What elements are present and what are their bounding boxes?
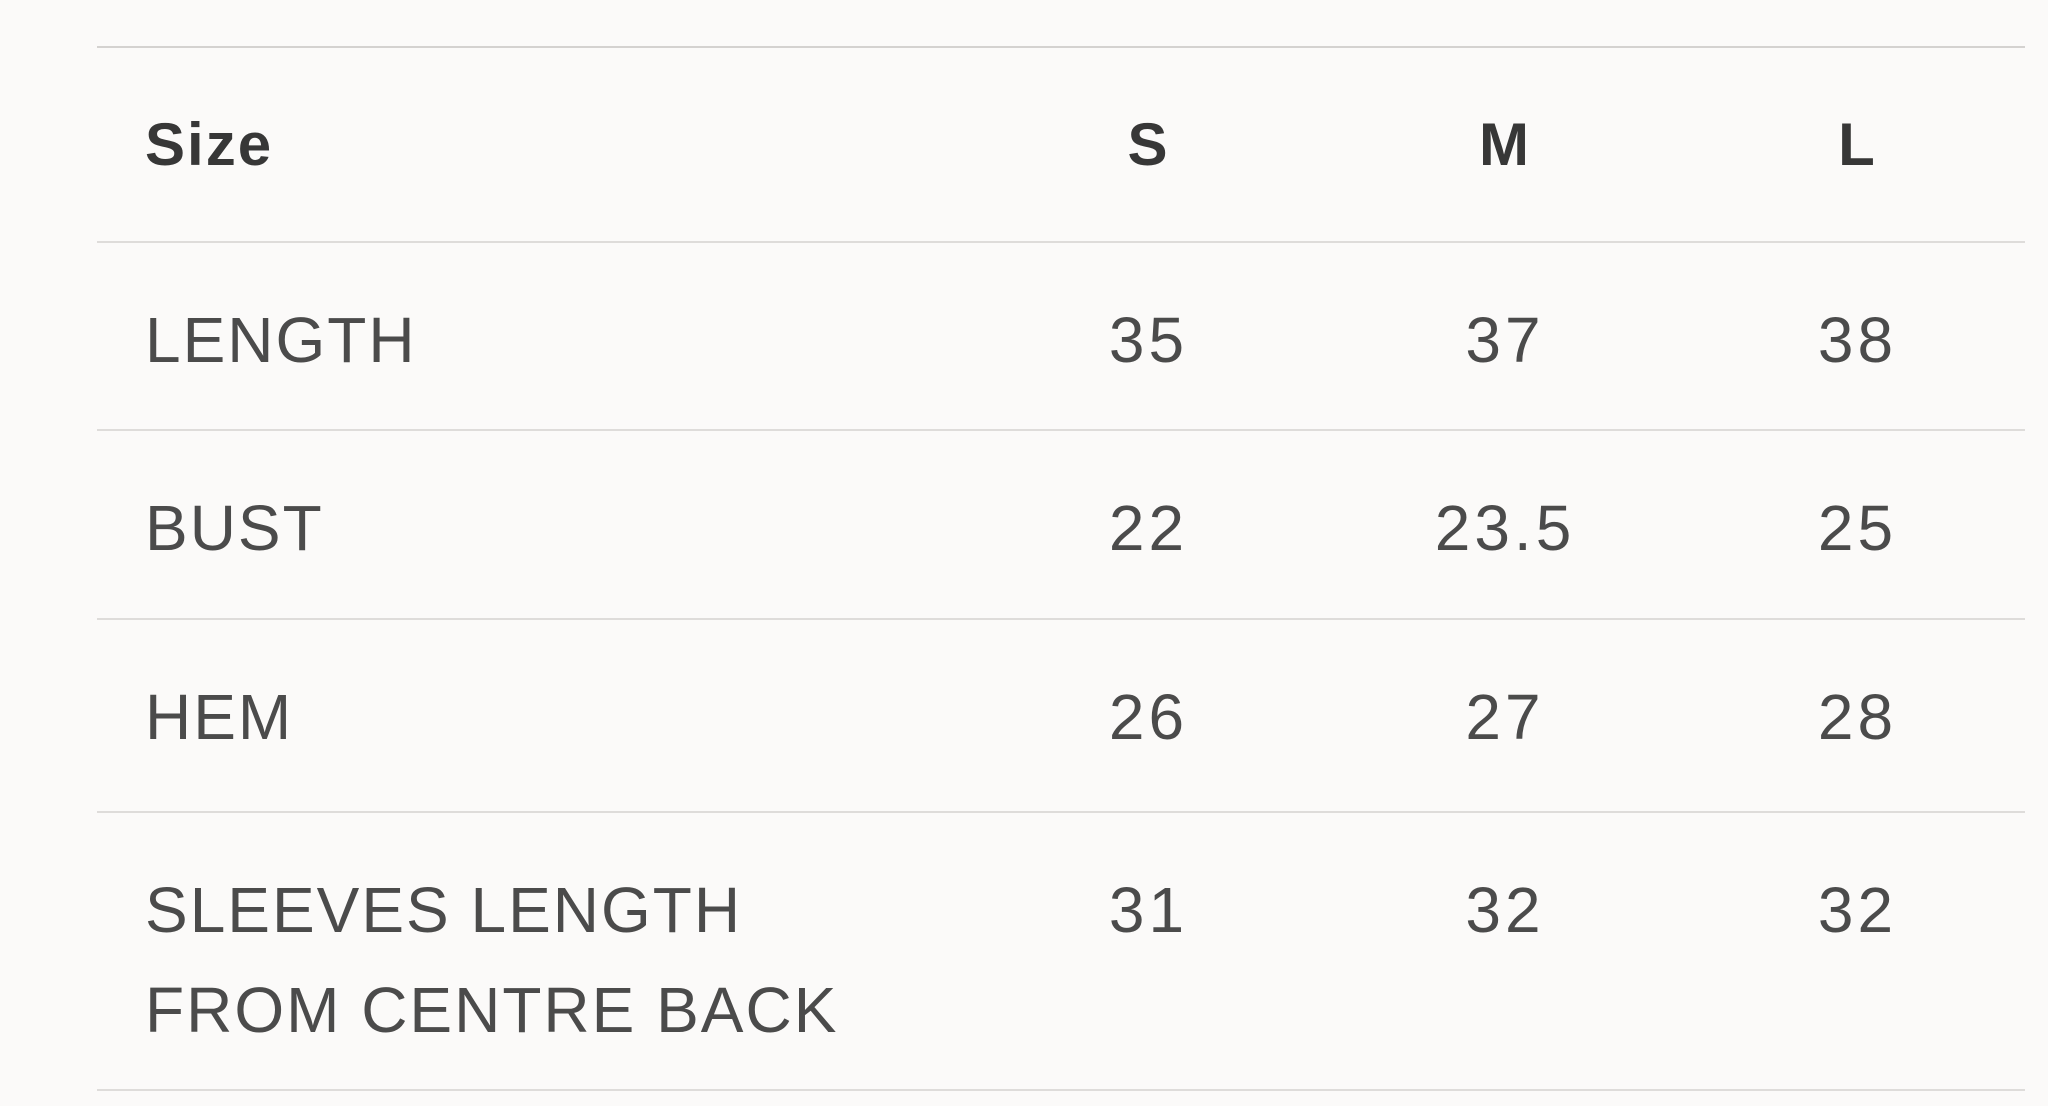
cell-hem-m: 27 (1465, 681, 1545, 753)
size-header-label: Size (145, 111, 274, 178)
row-label: BUST (145, 492, 324, 564)
table-row-sleeves-length: SLEEVES LENGTH FROM CENTRE BACK 31 32 32 (97, 813, 2025, 1091)
size-chart-table: Size S M L LENGTH 35 37 38 BUST 22 23.5 … (97, 46, 2025, 1091)
row-label: HEM (145, 681, 294, 753)
cell-sleeves-m: 32 (1465, 874, 1545, 946)
column-header-m: M (1479, 111, 1531, 178)
table-row-hem: HEM 26 27 28 (97, 620, 2025, 813)
cell-sleeves-s: 31 (1108, 874, 1189, 946)
column-header-s: S (1127, 111, 1170, 178)
cell-bust-l: 25 (1817, 492, 1898, 564)
table-row-length: LENGTH 35 37 38 (97, 243, 2025, 431)
size-chart-header-row: Size S M L (97, 48, 2025, 243)
cell-sleeves-l: 32 (1817, 874, 1898, 946)
cell-bust-s: 22 (1108, 492, 1189, 564)
row-label: LENGTH (145, 304, 417, 376)
cell-bust-m: 23.5 (1434, 492, 1576, 564)
column-header-l: L (1838, 111, 1877, 178)
cell-length-l: 38 (1817, 304, 1898, 376)
cell-length-m: 37 (1465, 304, 1545, 376)
cell-hem-l: 28 (1817, 681, 1898, 753)
cell-hem-s: 26 (1108, 681, 1189, 753)
table-row-bust: BUST 22 23.5 25 (97, 431, 2025, 620)
cell-length-s: 35 (1108, 304, 1189, 376)
row-label: SLEEVES LENGTH FROM CENTRE BACK (145, 874, 839, 1046)
